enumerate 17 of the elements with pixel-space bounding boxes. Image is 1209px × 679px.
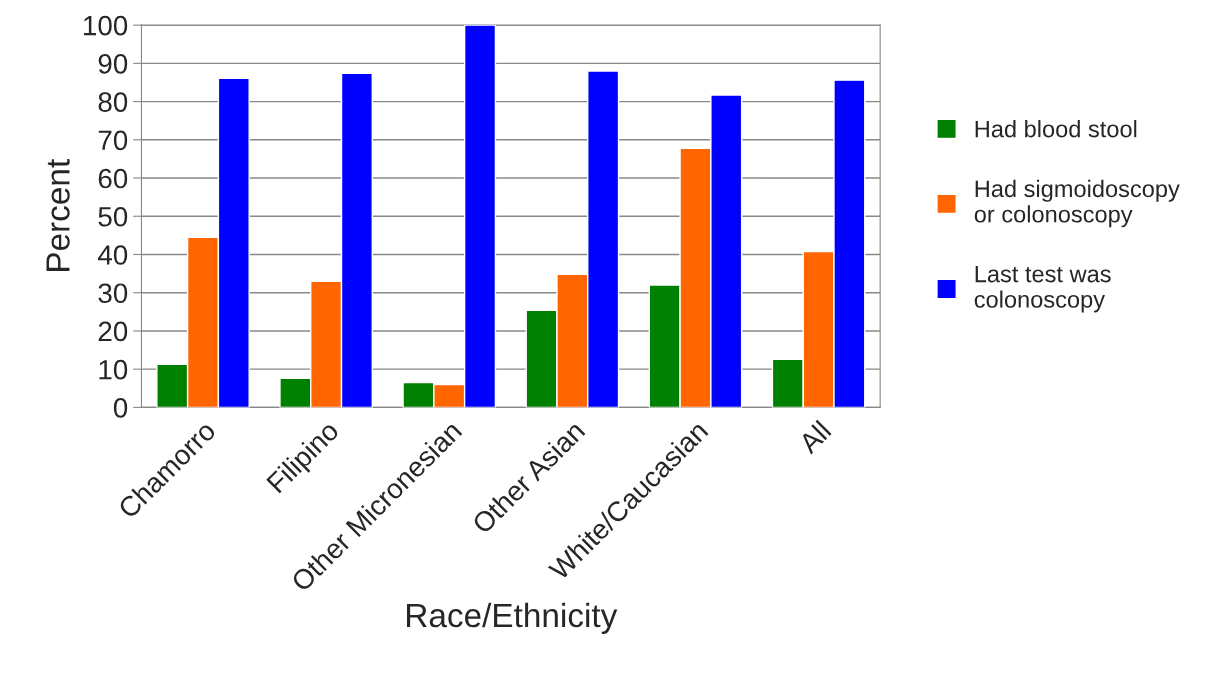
y-tick-label: 40 [98,245,128,265]
y-tick-label: 60 [98,168,128,189]
y-tick-label: 70 [98,130,128,151]
legend-label: Had blood stool [975,120,1137,138]
y-tick-label: 10 [99,359,128,380]
legend-label: Had sigmoidoscopy or colonoscopy [974,179,1180,228]
x-axis-title: Race/Ethnicity [407,602,618,634]
y-axis-title: Percent [46,159,70,271]
y-tick-label: 20 [98,321,128,342]
y-tick-label: 100 [84,15,128,36]
y-tick-label: 90 [98,54,128,74]
y-tick-label: 80 [98,92,128,112]
x-tick-label: All [796,419,832,455]
y-tick-label: 30 [98,283,128,304]
y-tick-label: 0 [113,398,128,418]
y-tick-label: 50 [98,206,128,227]
legend-label: Last test was colonoscopy [974,265,1111,313]
